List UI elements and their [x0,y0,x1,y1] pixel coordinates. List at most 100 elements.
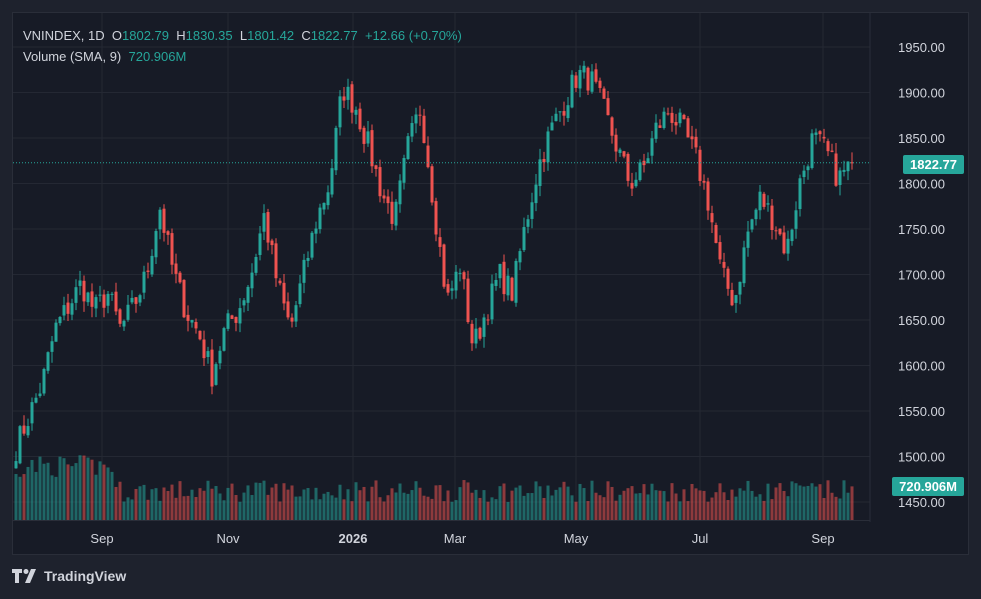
volume-bar [702,490,706,520]
candle-body [666,113,670,115]
legend-symbol[interactable]: VNINDEX [23,28,81,43]
volume-bar [186,495,190,520]
volume-bar [838,498,842,520]
volume-bar [274,483,278,520]
volume-bar [710,497,714,520]
volume-bar [578,483,582,520]
volume-bar [498,486,502,520]
volume-bar [398,483,402,520]
x-tick-label: Nov [216,531,240,546]
volume-bar [294,496,298,520]
volume-bar [226,487,230,520]
legend-volume-label[interactable]: Volume (SMA, 9) [23,49,122,64]
candle-body [554,113,558,122]
candle-body [310,232,314,258]
volume-bar [174,497,178,520]
candle-body [702,180,706,183]
candle-body [222,328,226,351]
candle-body [542,158,546,163]
volume-bar [618,494,622,520]
volume-bar [222,500,226,520]
candle-body [430,166,434,203]
volume-bar [774,487,778,520]
volume-bar [330,495,334,520]
volume-bar [370,486,374,520]
volume-bar [554,489,558,520]
legend-interval[interactable]: 1D [88,28,105,43]
volume-bar [462,480,466,520]
legend-change: +12.66 (+0.70%) [364,28,462,43]
candle-body [502,261,506,295]
volume-bar [830,492,834,520]
candle-body [494,279,498,286]
volume-bar [414,481,418,520]
candle-body [762,193,766,207]
volume-bar [434,485,438,520]
volume-bar [326,491,330,520]
legend-close-label: C [301,28,311,43]
volume-bar [334,497,338,520]
chart-legend: VNINDEX, 1D O1802.79 H1830.35 L1801.42 C… [23,25,462,67]
chart-frame[interactable] [12,12,969,555]
y-tick-label: 1850.00 [898,131,945,146]
volume-bar [190,489,194,520]
candle-body [270,240,274,246]
volume-bar [718,483,722,520]
candle-body [790,229,794,242]
volume-bar [570,495,574,520]
volume-bar [290,485,294,520]
candle-body [30,402,34,424]
candle-body [410,123,414,137]
y-tick-label: 1750.00 [898,222,945,237]
tradingview-logo[interactable]: TradingView [12,568,126,584]
volume-bar [790,481,794,520]
candle-body [610,117,614,136]
candle-body [14,461,18,469]
candle-body [574,75,578,88]
candle-body [562,111,566,116]
volume-bar [338,484,342,520]
candle-body [110,293,114,295]
candle-body [514,260,518,303]
legend-volume-row: Volume (SMA, 9) 720.906M [23,46,462,67]
volume-bar [470,492,474,520]
volume-bar [314,487,318,520]
volume-bar [634,493,638,520]
candle-body [294,305,298,322]
candle-body [34,397,38,403]
volume-bar [154,488,158,520]
candle-body [746,231,750,248]
volume-bar [798,485,802,520]
y-tick-label: 1500.00 [898,450,945,465]
candle-body [94,297,98,309]
candle-body [834,153,838,186]
candle-body [622,151,626,157]
volume-bar [394,492,398,520]
candle-body [106,293,110,306]
x-tick-label: Sep [90,531,113,546]
volume-bar [826,480,830,520]
candle-body [254,256,258,273]
candle-body [394,201,398,226]
candle-body [26,426,30,436]
candle-body [718,242,722,260]
volume-bar [214,486,218,520]
volume-bar [674,493,678,520]
volume-bar [782,490,786,520]
volume-bar [614,500,618,520]
volume-bar [362,486,366,520]
volume-bar [382,501,386,520]
candle-body [478,327,482,339]
candle-body [634,179,638,187]
volume-bar [818,484,822,520]
volume-bar [150,489,154,520]
volume-bar [594,492,598,520]
candle-body [326,192,330,206]
candle-body [286,301,290,318]
volume-bar [546,485,550,520]
candle-body [450,288,454,291]
candle-body [374,165,378,169]
volume-bar [66,464,70,520]
volume-bar [258,482,262,520]
